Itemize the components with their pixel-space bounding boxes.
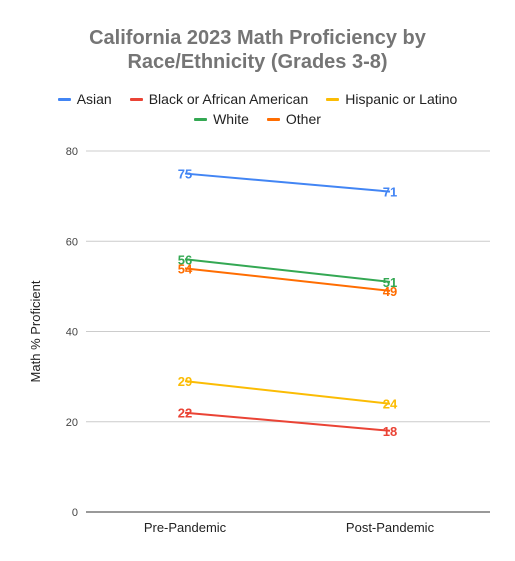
data-label-other-0: 54 (178, 261, 193, 276)
legend-item-other[interactable]: Other (266, 111, 321, 127)
legend: Asian Black or African American Hispanic… (0, 89, 515, 129)
legend-swatch-other (266, 117, 280, 121)
legend-label-asian: Asian (76, 91, 112, 107)
x-tick-label-pre-pandemic: Pre-Pandemic (144, 520, 227, 535)
legend-row-1: Asian Black or African American Hispanic… (0, 89, 515, 109)
legend-swatch-asian (57, 97, 71, 101)
legend-item-black[interactable]: Black or African American (129, 91, 309, 107)
legend-row-2: White Other (0, 109, 515, 129)
chart-title: California 2023 Math Proficiency by Race… (0, 26, 515, 74)
data-label-asian-0: 75 (178, 167, 192, 182)
legend-item-hispanic[interactable]: Hispanic or Latino (326, 91, 457, 107)
data-label-black-or-african-american-0: 22 (178, 406, 192, 421)
data-label-hispanic-or-latino-1: 24 (383, 397, 398, 412)
y-tick-label-0: 0 (72, 507, 78, 519)
series-line-other (184, 267, 391, 292)
legend-item-white[interactable]: White (194, 111, 249, 127)
data-label-white-1: 51 (383, 275, 397, 290)
data-label-asian-1: 71 (383, 185, 397, 200)
legend-label-white: White (213, 111, 249, 127)
series-line-black-or-african-american (184, 411, 391, 432)
y-tick-label-80: 80 (66, 146, 78, 158)
y-tick-label-40: 40 (66, 327, 78, 339)
x-tick-label-post-pandemic: Post-Pandemic (346, 520, 435, 535)
chart-title-line-1: California 2023 Math Proficiency by (89, 27, 426, 49)
chart-title-line-2: Race/Ethnicity (Grades 3-8) (127, 51, 388, 73)
legend-label-hispanic: Hispanic or Latino (345, 91, 458, 107)
legend-swatch-white (194, 117, 208, 121)
data-label-white-0: 56 (178, 252, 192, 267)
y-tick-label-20: 20 (66, 417, 78, 429)
series-line-white (184, 258, 391, 283)
legend-swatch-black (129, 97, 143, 101)
legend-swatch-hispanic (326, 97, 340, 101)
series-line-asian (184, 172, 391, 193)
data-label-black-or-african-american-1: 18 (383, 424, 397, 439)
y-axis-label: Math % Proficient (28, 280, 43, 382)
legend-label-other: Other (285, 111, 321, 127)
legend-label-black: Black or African American (148, 91, 309, 107)
y-tick-label-60: 60 (66, 236, 78, 248)
data-label-hispanic-or-latino-0: 29 (178, 374, 192, 389)
series-line-hispanic-or-latino (184, 380, 391, 405)
data-label-other-1: 49 (383, 284, 397, 299)
legend-item-asian[interactable]: Asian (57, 91, 112, 107)
